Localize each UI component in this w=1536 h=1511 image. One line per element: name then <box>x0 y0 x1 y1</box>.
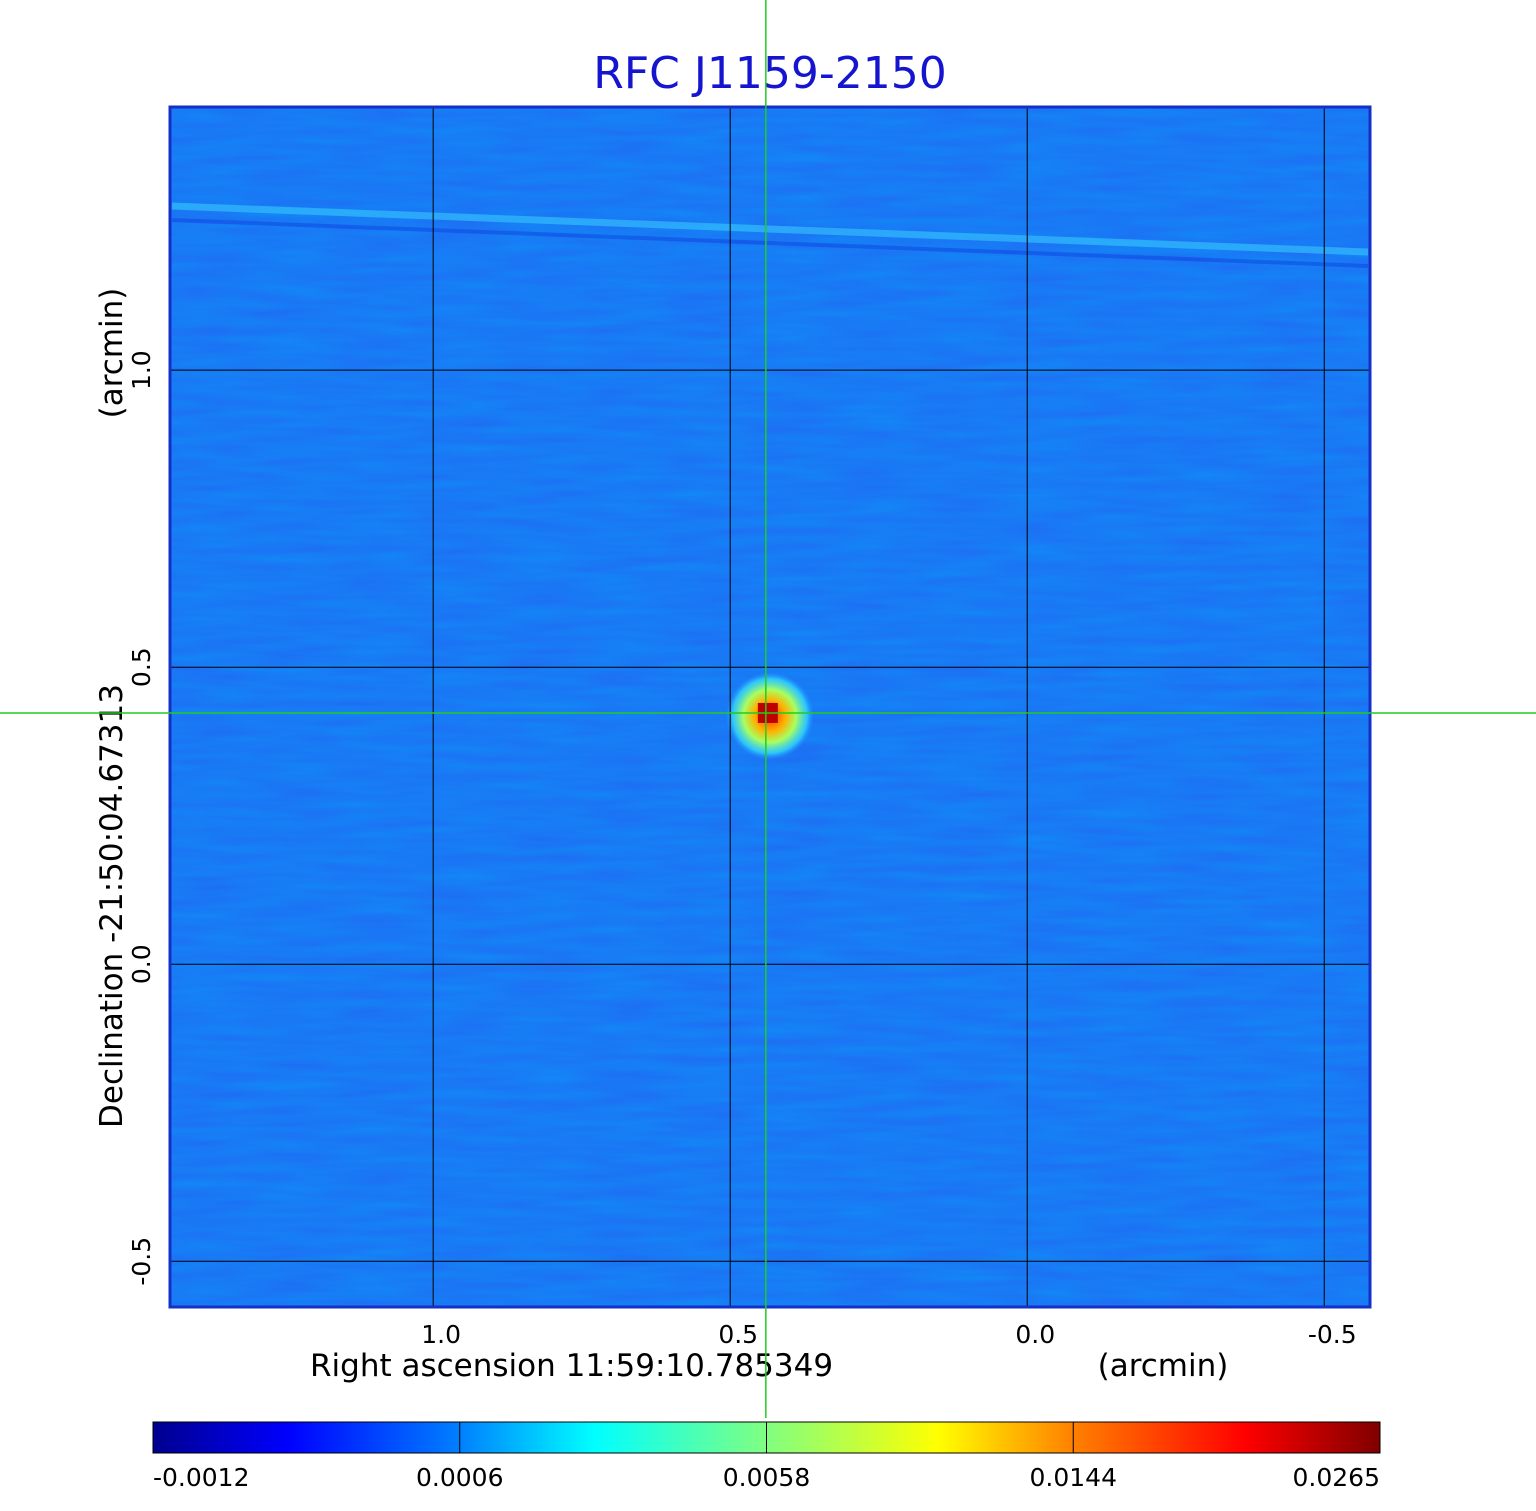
grid-lines <box>170 107 1370 1307</box>
x-tick-label: -0.5 <box>1308 1320 1357 1349</box>
radio-source <box>725 671 814 760</box>
colorbar-tick-label: 0.0058 <box>723 1463 810 1492</box>
x-tick-label: 1.0 <box>421 1320 461 1349</box>
colorbar-tick-label: 0.0265 <box>1293 1463 1380 1492</box>
plot-frame <box>168 105 1372 1309</box>
y-tick-labels: 1.0 0.5 0.0 -0.5 <box>127 350 156 1285</box>
x-tick-label: 0.5 <box>718 1320 758 1349</box>
x-tick-labels: 1.0 0.5 0.0 -0.5 <box>421 1320 1356 1349</box>
y-tick-label: 1.0 <box>127 350 156 390</box>
y-tick-label: 0.5 <box>127 647 156 687</box>
y-axis-unit: (arcmin) <box>94 288 130 419</box>
colorbar-tick-label: 0.0144 <box>1030 1463 1117 1492</box>
chart-title: RFC J1159-2150 <box>593 48 946 99</box>
colorbar-tick-label: -0.0012 <box>153 1463 250 1492</box>
x-tick-label: 0.0 <box>1015 1320 1055 1349</box>
y-tick-label: 0.0 <box>127 944 156 984</box>
x-axis-unit: (arcmin) <box>1098 1348 1229 1384</box>
colorbar-tick-label: 0.0006 <box>416 1463 503 1492</box>
colorbar-ticks: -0.0012 0.0006 0.0058 0.0144 0.0265 <box>152 1422 1381 1492</box>
y-axis-label: Declination -21:50:04.67313 <box>94 684 130 1128</box>
y-tick-label: -0.5 <box>127 1237 156 1286</box>
x-axis-label: Right ascension 11:59:10.785349 <box>310 1348 833 1384</box>
